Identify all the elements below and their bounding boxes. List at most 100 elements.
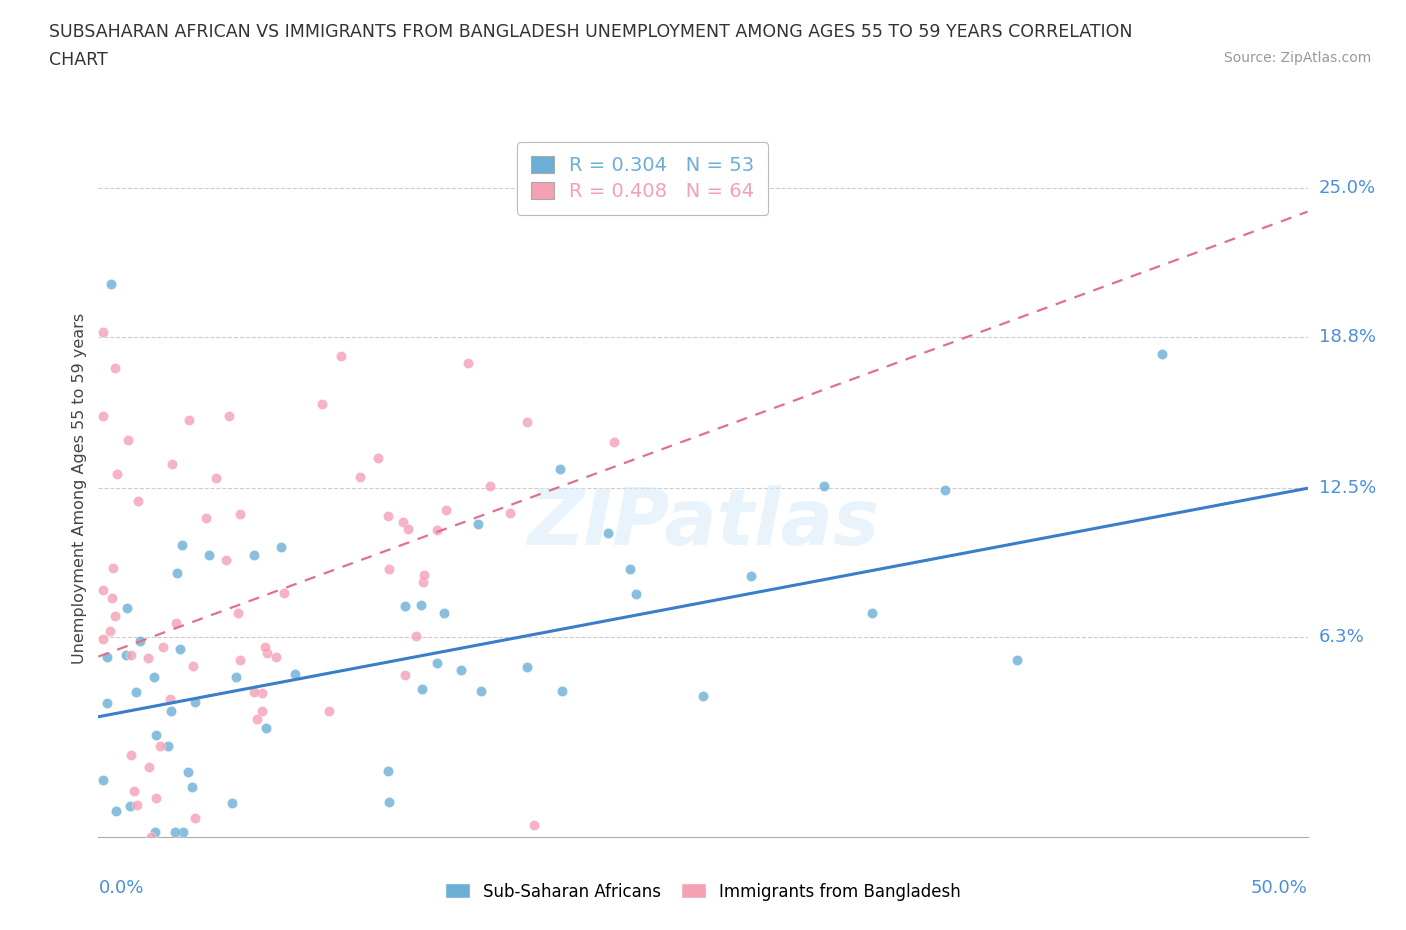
Point [229, 506, 252, 521]
Point [516, 659, 538, 674]
Point [740, 569, 762, 584]
Point [470, 684, 492, 698]
Point [273, 586, 295, 601]
Point [391, 515, 413, 530]
Point [523, 817, 546, 832]
Point [127, 493, 149, 508]
Point [120, 798, 142, 813]
Point [467, 517, 489, 532]
Point [125, 684, 148, 699]
Point [478, 479, 501, 494]
Point [243, 685, 266, 700]
Legend: Sub-Saharan Africans, Immigrants from Bangladesh: Sub-Saharan Africans, Immigrants from Ba… [436, 874, 970, 909]
Point [253, 640, 276, 655]
Point [100, 623, 122, 638]
Point [96, 650, 118, 665]
Point [172, 538, 194, 553]
Point [602, 434, 624, 449]
Point [367, 450, 389, 465]
Point [264, 650, 287, 665]
Point [551, 684, 574, 698]
Point [152, 639, 174, 654]
Point [142, 669, 165, 684]
Text: CHART: CHART [49, 51, 108, 69]
Point [169, 641, 191, 656]
Point [412, 575, 434, 590]
Text: 6.3%: 6.3% [1319, 629, 1364, 646]
Point [96, 696, 118, 711]
Point [284, 666, 307, 681]
Point [813, 479, 835, 494]
Point [548, 461, 571, 476]
Point [163, 825, 186, 840]
Point [172, 825, 194, 840]
Point [121, 647, 143, 662]
Point [91, 582, 114, 597]
Text: 50.0%: 50.0% [1251, 879, 1308, 897]
Point [181, 658, 204, 673]
Point [228, 605, 250, 620]
Point [225, 670, 247, 684]
Point [433, 605, 456, 620]
Point [128, 633, 150, 648]
Point [101, 591, 124, 605]
Point [139, 830, 162, 844]
Point [860, 605, 883, 620]
Point [349, 469, 371, 484]
Point [377, 764, 399, 778]
Point [221, 795, 243, 810]
Point [117, 432, 139, 447]
Point [1007, 653, 1029, 668]
Point [215, 553, 238, 568]
Point [498, 506, 520, 521]
Point [434, 502, 457, 517]
Point [596, 525, 619, 540]
Point [91, 408, 114, 423]
Point [394, 668, 416, 683]
Point [159, 692, 181, 707]
Point [228, 652, 250, 667]
Point [396, 522, 419, 537]
Point [405, 629, 427, 644]
Point [311, 396, 333, 411]
Point [934, 483, 956, 498]
Point [177, 764, 200, 779]
Point [270, 539, 292, 554]
Point [101, 561, 124, 576]
Point [104, 804, 127, 818]
Point [394, 598, 416, 613]
Point [378, 562, 401, 577]
Point [1152, 347, 1174, 362]
Text: 25.0%: 25.0% [1319, 179, 1376, 196]
Point [330, 349, 353, 364]
Point [165, 616, 187, 631]
Point [149, 738, 172, 753]
Point [145, 790, 167, 805]
Point [166, 565, 188, 580]
Point [377, 509, 399, 524]
Point [136, 650, 159, 665]
Point [412, 568, 434, 583]
Point [160, 704, 183, 719]
Point [626, 586, 648, 601]
Point [198, 548, 221, 563]
Point [91, 773, 114, 788]
Point [91, 632, 114, 647]
Point [183, 695, 205, 710]
Point [619, 561, 641, 576]
Point [250, 704, 273, 719]
Text: 18.8%: 18.8% [1319, 327, 1375, 346]
Point [457, 356, 479, 371]
Point [120, 748, 142, 763]
Point [145, 727, 167, 742]
Point [104, 361, 127, 376]
Point [218, 408, 240, 423]
Point [138, 760, 160, 775]
Point [426, 656, 449, 671]
Point [204, 471, 226, 485]
Point [177, 413, 200, 428]
Point [409, 597, 432, 612]
Point [157, 738, 180, 753]
Point [243, 548, 266, 563]
Point [256, 645, 278, 660]
